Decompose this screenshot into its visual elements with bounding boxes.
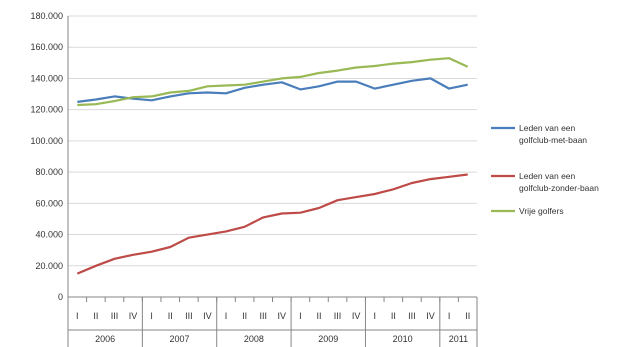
- y-tick-label: 120.000: [30, 105, 63, 115]
- x-tick-label-quarter: I: [150, 311, 153, 321]
- x-tick-label-quarter: IV: [278, 311, 287, 321]
- x-tick-label-quarter: IV: [203, 311, 212, 321]
- x-tick-label-quarter: I: [76, 311, 79, 321]
- x-tick-label-quarter: III: [408, 311, 416, 321]
- x-tick-label-quarter: I: [299, 311, 302, 321]
- x-tick-label-year: 2007: [170, 334, 190, 344]
- y-tick-label: 60.000: [35, 198, 63, 208]
- legend-label: Leden van een golfclub-zonder-baan: [519, 171, 599, 193]
- legend: Leden van een golfclub-met-baan Leden van …: [491, 123, 599, 216]
- y-tick-label: 100.000: [30, 136, 63, 146]
- x-tick-label-quarter: II: [391, 311, 396, 321]
- series-line-2: [76, 173, 468, 275]
- x-tick-label-quarter: IV: [352, 311, 361, 321]
- legend-label: Leden van een golfclub-met-baan: [519, 123, 587, 145]
- x-axis: I II III IV I II III IV I II III IV I II III IV I II III IV…: [67, 297, 478, 347]
- x-tick-label-quarter: III: [334, 311, 342, 321]
- y-axis: 0 20.000 40.000 60.000 80.000 100.000 120.000 1…: [30, 11, 69, 347]
- x-tick-label-quarter: II: [465, 311, 470, 321]
- x-tick-label-quarter: III: [111, 311, 119, 321]
- x-tick-label-year: 2011: [449, 334, 468, 344]
- x-tick-label-quarter: I: [225, 311, 228, 321]
- x-tick-label-quarter: II: [242, 311, 247, 321]
- x-tick-label-quarter: III: [185, 311, 193, 321]
- x-tick-label-year: 2009: [318, 334, 338, 344]
- series-line-1: [77, 77, 468, 103]
- x-tick-label-quarter: IV: [129, 311, 138, 321]
- x-tick-label-year: 2008: [244, 334, 264, 344]
- y-tick-label: 80.000: [35, 167, 63, 177]
- y-tick-label: 40.000: [35, 230, 63, 240]
- x-tick-label-quarter: I: [448, 311, 451, 321]
- series-lines: [76, 57, 469, 275]
- y-tick-label: 160.000: [30, 42, 63, 52]
- x-tick-label-year: 2006: [95, 334, 115, 344]
- gridlines: [68, 15, 477, 298]
- series-line-3: [77, 57, 469, 107]
- x-tick-label-quarter: I: [373, 311, 376, 321]
- y-tick-label: 180.000: [30, 11, 63, 21]
- y-tick-label: 0: [58, 292, 63, 302]
- x-tick-label-quarter: II: [93, 311, 98, 321]
- y-tick-label: 20.000: [35, 261, 63, 271]
- x-tick-label-quarter: IV: [426, 311, 435, 321]
- x-tick-label-quarter: II: [168, 311, 173, 321]
- x-tick-label-quarter: II: [316, 311, 321, 321]
- legend-label: Vrije golfers: [519, 206, 564, 216]
- y-tick-label: 140.000: [30, 73, 63, 83]
- x-tick-label-quarter: III: [259, 311, 267, 321]
- x-tick-label-year: 2010: [393, 334, 413, 344]
